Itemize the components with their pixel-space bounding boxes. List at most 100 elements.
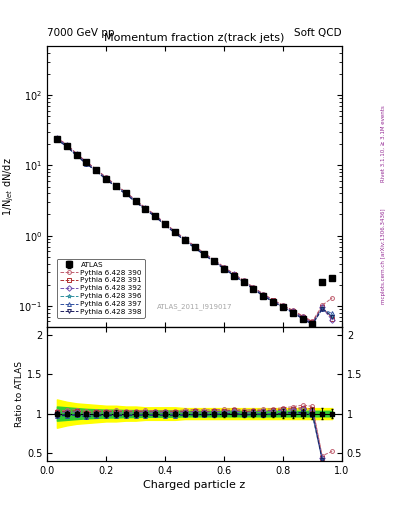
Pythia 6.428 398: [64, 143, 69, 150]
Pythia 6.428 391: [94, 166, 99, 173]
Pythia 6.428 396: [261, 292, 266, 298]
Pythia 6.428 392: [192, 244, 197, 250]
Pythia 6.428 398: [143, 206, 148, 212]
Pythia 6.428 398: [104, 176, 108, 182]
Pythia 6.428 392: [84, 159, 89, 165]
Pythia 6.428 392: [281, 303, 285, 309]
Pythia 6.428 398: [114, 184, 118, 190]
Pythia 6.428 391: [192, 243, 197, 249]
Pythia 6.428 390: [300, 313, 305, 319]
Pythia 6.428 397: [300, 316, 305, 322]
Text: mcplots.cern.ch [arXiv:1306.3436]: mcplots.cern.ch [arXiv:1306.3436]: [381, 208, 386, 304]
Pythia 6.428 392: [64, 142, 69, 148]
Pythia 6.428 391: [64, 142, 69, 148]
Line: Pythia 6.428 391: Pythia 6.428 391: [55, 136, 334, 325]
Pythia 6.428 392: [123, 190, 128, 196]
Pythia 6.428 391: [231, 271, 236, 278]
Pythia 6.428 397: [330, 310, 334, 316]
Pythia 6.428 392: [94, 167, 99, 173]
Pythia 6.428 392: [212, 258, 217, 264]
Pythia 6.428 396: [290, 309, 295, 315]
Pythia 6.428 392: [163, 221, 167, 227]
Pythia 6.428 396: [104, 176, 108, 182]
Pythia 6.428 392: [55, 135, 59, 141]
Text: Rivet 3.1.10, ≥ 3.1M events: Rivet 3.1.10, ≥ 3.1M events: [381, 105, 386, 182]
Pythia 6.428 397: [202, 252, 207, 258]
Pythia 6.428 390: [310, 318, 315, 325]
Pythia 6.428 397: [64, 143, 69, 150]
Text: 7000 GeV pp: 7000 GeV pp: [47, 28, 115, 38]
Pythia 6.428 392: [271, 297, 275, 304]
Text: Momentum fraction z(track jets): Momentum fraction z(track jets): [105, 33, 285, 44]
Pythia 6.428 391: [222, 265, 226, 271]
Pythia 6.428 396: [222, 265, 226, 271]
Pythia 6.428 392: [320, 304, 325, 310]
Pythia 6.428 390: [104, 174, 108, 180]
Pythia 6.428 396: [173, 229, 177, 236]
Pythia 6.428 390: [330, 295, 334, 301]
Pythia 6.428 397: [94, 168, 99, 175]
Pythia 6.428 396: [310, 321, 315, 327]
Pythia 6.428 397: [212, 259, 217, 265]
Pythia 6.428 391: [202, 251, 207, 257]
Pythia 6.428 398: [231, 272, 236, 279]
Pythia 6.428 398: [84, 161, 89, 167]
Pythia 6.428 397: [173, 230, 177, 236]
Pythia 6.428 397: [104, 177, 108, 183]
Pythia 6.428 391: [123, 189, 128, 196]
Pythia 6.428 391: [320, 304, 325, 310]
Pythia 6.428 396: [182, 237, 187, 243]
Line: Pythia 6.428 392: Pythia 6.428 392: [55, 136, 334, 325]
Pythia 6.428 398: [241, 280, 246, 286]
Pythia 6.428 398: [290, 309, 295, 315]
Pythia 6.428 390: [114, 182, 118, 188]
Pythia 6.428 390: [290, 307, 295, 313]
Pythia 6.428 396: [212, 259, 217, 265]
Pythia 6.428 397: [261, 293, 266, 299]
Pythia 6.428 396: [143, 206, 148, 212]
Pythia 6.428 397: [133, 199, 138, 205]
Pythia 6.428 397: [84, 161, 89, 167]
Pythia 6.428 391: [310, 319, 315, 326]
Pythia 6.428 398: [55, 137, 59, 143]
Text: ATLAS_2011_I919017: ATLAS_2011_I919017: [157, 304, 232, 310]
Pythia 6.428 398: [173, 230, 177, 236]
Pythia 6.428 391: [104, 175, 108, 181]
Pythia 6.428 390: [212, 257, 217, 263]
Pythia 6.428 392: [310, 320, 315, 326]
Pythia 6.428 398: [133, 199, 138, 205]
Pythia 6.428 390: [231, 271, 236, 277]
Pythia 6.428 397: [231, 272, 236, 279]
Pythia 6.428 390: [192, 243, 197, 249]
X-axis label: Charged particle z: Charged particle z: [143, 480, 246, 490]
Pythia 6.428 396: [231, 272, 236, 278]
Pythia 6.428 396: [241, 279, 246, 285]
Pythia 6.428 391: [143, 205, 148, 211]
Pythia 6.428 392: [173, 229, 177, 235]
Pythia 6.428 390: [251, 284, 256, 290]
Pythia 6.428 397: [143, 207, 148, 213]
Text: Soft QCD: Soft QCD: [294, 28, 342, 38]
Pythia 6.428 397: [163, 222, 167, 228]
Pythia 6.428 390: [281, 302, 285, 308]
Pythia 6.428 392: [114, 182, 118, 188]
Pythia 6.428 390: [94, 166, 99, 173]
Pythia 6.428 397: [310, 322, 315, 328]
Pythia 6.428 390: [222, 264, 226, 270]
Pythia 6.428 396: [84, 160, 89, 166]
Pythia 6.428 390: [123, 189, 128, 195]
Pythia 6.428 390: [241, 278, 246, 284]
Pythia 6.428 390: [64, 141, 69, 147]
Pythia 6.428 397: [290, 310, 295, 316]
Pythia 6.428 398: [94, 168, 99, 174]
Pythia 6.428 392: [231, 271, 236, 278]
Pythia 6.428 392: [241, 279, 246, 285]
Pythia 6.428 397: [182, 238, 187, 244]
Pythia 6.428 398: [192, 245, 197, 251]
Pythia 6.428 396: [330, 313, 334, 319]
Pythia 6.428 392: [290, 308, 295, 314]
Pythia 6.428 390: [55, 135, 59, 141]
Y-axis label: Ratio to ATLAS: Ratio to ATLAS: [15, 361, 24, 427]
Pythia 6.428 391: [251, 285, 256, 291]
Pythia 6.428 391: [261, 291, 266, 297]
